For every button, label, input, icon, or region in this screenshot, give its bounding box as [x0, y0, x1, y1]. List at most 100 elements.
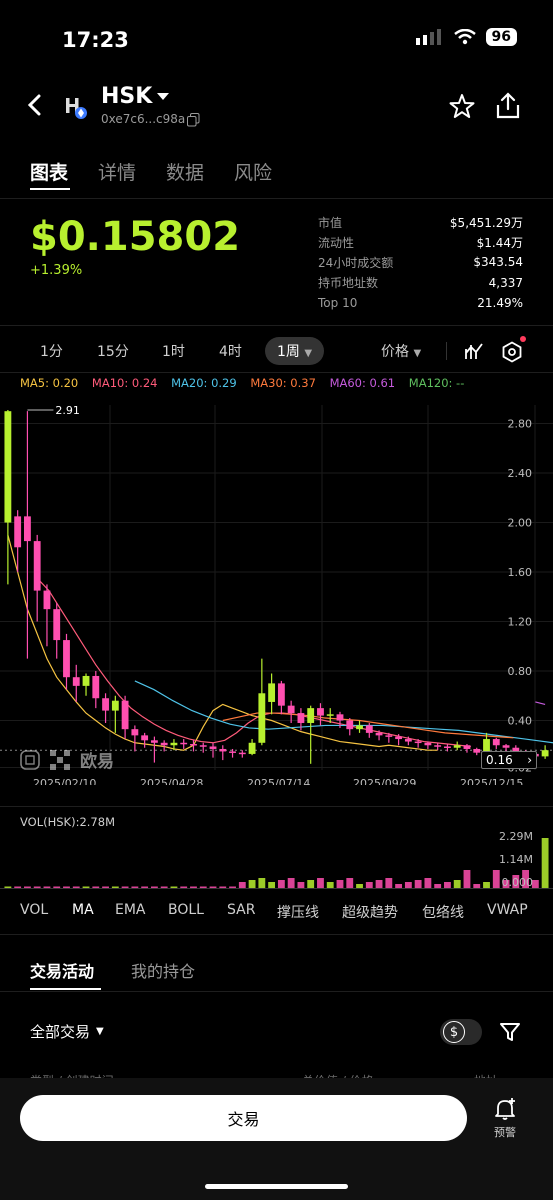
indicator-envelope[interactable]: 包络线: [422, 905, 464, 921]
watermark-text: 欧易: [80, 752, 114, 772]
active-tab-indicator: [30, 188, 70, 190]
chart-settings-icon[interactable]: [501, 341, 523, 363]
ma10-label: MA10: 0.24: [91, 376, 158, 390]
x-tick-label: 2025/04/28: [140, 777, 203, 785]
timeframe-1m[interactable]: 1分: [40, 344, 63, 360]
candle-body: [92, 675, 100, 699]
candle-body: [356, 725, 363, 730]
price-toggle[interactable]: 价格 ▼: [381, 341, 421, 361]
indicator-support-resistance[interactable]: 撑压线: [277, 905, 319, 921]
trade-filter-label: 全部交易: [30, 1023, 91, 1041]
indicator-ma[interactable]: MA: [72, 902, 94, 918]
tab-positions[interactable]: 我的持仓: [131, 962, 196, 981]
candle-body: [248, 742, 256, 754]
tab-chart[interactable]: 图表: [30, 162, 69, 184]
screenshot-icon: [20, 749, 40, 770]
dropdown-caret-icon[interactable]: [157, 93, 169, 101]
current-price-tag[interactable]: 0.16 ›: [481, 751, 537, 769]
volume-tick: 1.14M: [499, 853, 533, 866]
volume-bar: [277, 880, 285, 888]
column-address: 地址: [474, 1072, 498, 1080]
candle-body: [365, 725, 373, 733]
filter-icon[interactable]: [499, 1021, 521, 1043]
share-icon[interactable]: [495, 92, 521, 120]
volume-bar: [531, 880, 539, 888]
trade-filter-dropdown[interactable]: 全部交易 ▼: [30, 1021, 104, 1042]
star-icon[interactable]: [449, 93, 475, 119]
volume-bar: [424, 878, 432, 888]
chart-grid: [0, 405, 553, 770]
candle-body: [336, 714, 344, 721]
indicator-boll[interactable]: BOLL: [168, 902, 204, 918]
volume-bar: [356, 884, 363, 888]
candle-body: [111, 700, 119, 711]
volume-tick: 2.29M: [499, 830, 533, 843]
volume-bar: [160, 886, 168, 888]
volume-bar: [170, 886, 178, 888]
divider: [0, 372, 553, 373]
tab-data[interactable]: 数据: [166, 162, 205, 184]
timeframe-4h[interactable]: 4时: [219, 344, 242, 360]
chevron-down-icon: ▼: [96, 1026, 104, 1037]
stat-row: 流动性 $1.44万: [318, 232, 523, 252]
volume-bar: [219, 886, 227, 888]
indicator-ema[interactable]: EMA: [115, 902, 146, 918]
home-indicator: [205, 1184, 348, 1189]
price-change: +1.39%: [30, 263, 83, 278]
back-icon[interactable]: [27, 94, 43, 116]
indicator-supertrend[interactable]: 超级趋势: [342, 905, 398, 921]
volume-bar: [434, 884, 442, 888]
candle-body: [434, 745, 442, 747]
timeframe-15m[interactable]: 15分: [97, 344, 129, 360]
volume-bar: [43, 886, 51, 888]
alert-button[interactable]: 预警: [490, 1097, 520, 1140]
candle-body: [317, 708, 324, 716]
ma5-label: MA5: 0.20: [20, 376, 79, 390]
watermark: 欧易: [20, 747, 114, 772]
tab-details[interactable]: 详情: [98, 162, 137, 184]
column-value: 总价值 / 价格: [302, 1072, 374, 1080]
candle-body: [326, 714, 334, 716]
indicator-vol[interactable]: VOL: [20, 902, 49, 918]
volume-bar: [512, 875, 520, 888]
candle-body: [229, 751, 236, 753]
volume-bar: [180, 886, 188, 888]
volume-bar: [14, 886, 22, 888]
volume-bar: [492, 870, 500, 888]
candle-body: [385, 735, 393, 737]
status-icons: 96: [415, 28, 517, 46]
tab-activity[interactable]: 交易活动: [30, 962, 95, 981]
token-name[interactable]: HSK: [101, 84, 153, 109]
candle-body: [453, 745, 461, 748]
divider: [0, 806, 553, 807]
candles: 2.91: [4, 404, 549, 764]
trade-button[interactable]: 交易: [20, 1095, 467, 1141]
tab-risk[interactable]: 风险: [234, 162, 273, 184]
volume-bar: [92, 886, 100, 888]
divider: [0, 325, 553, 326]
timeframe-1w[interactable]: 1周 ▼: [265, 337, 325, 365]
ma60-label: MA60: 0.61: [329, 376, 396, 390]
volume-bar: [287, 878, 295, 888]
candle-body: [463, 745, 471, 749]
candle-body: [170, 742, 178, 746]
indicator-sar[interactable]: SAR: [227, 902, 256, 918]
currency-toggle[interactable]: $: [440, 1019, 482, 1045]
ma-lines: [7, 534, 553, 751]
price-toggle-label: 价格: [381, 344, 409, 360]
indicator-vwap[interactable]: VWAP: [487, 902, 528, 918]
alert-label: 预警: [494, 1126, 516, 1139]
timeframe-1h[interactable]: 1时: [162, 344, 185, 360]
timeframe-bar: 1分 15分 1时 4时 1周 ▼ 价格 ▼: [0, 336, 553, 366]
candle-body: [24, 516, 31, 542]
copy-icon[interactable]: [187, 113, 200, 127]
stat-label: Top 10: [318, 295, 358, 310]
ma5-line: [7, 534, 438, 751]
x-axis: 2025/02/10 2025/04/28 2025/07/14 2025/09/29…: [33, 777, 523, 785]
stat-label: 持币地址数: [318, 276, 379, 291]
volume-bar: [453, 880, 461, 888]
divider: [0, 991, 553, 992]
indicator-settings-icon[interactable]: [464, 341, 484, 361]
price-chart[interactable]: 2.91 2.802.402.001.601.200.800.400.02 20…: [0, 390, 553, 785]
volume-bar: [131, 886, 139, 888]
